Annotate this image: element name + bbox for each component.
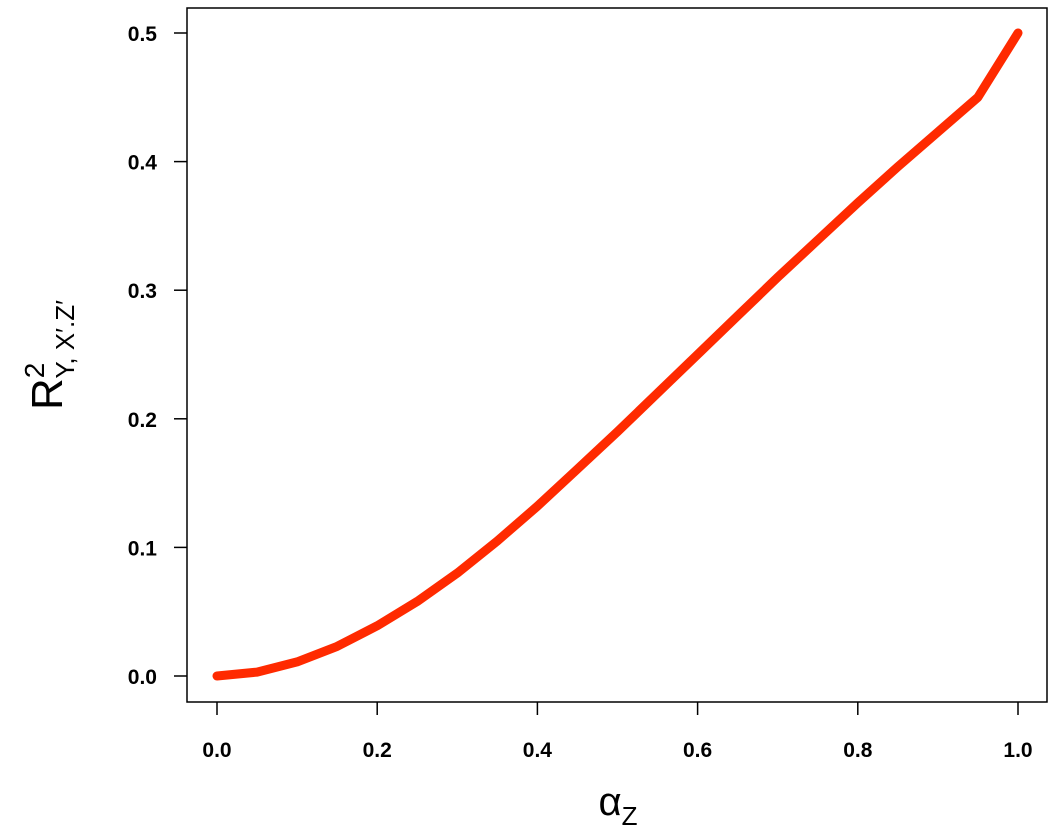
x-tick-label: 0.4 (523, 739, 553, 762)
y-tick-label: 0.2 (128, 409, 157, 432)
y-axis-title-superscript: 2 (19, 363, 50, 379)
y-tick-label: 0.0 (128, 666, 157, 689)
x-tick-label: 0.6 (683, 739, 712, 762)
y-tick-label: 0.3 (128, 280, 157, 303)
y-tick-label: 0.1 (128, 537, 158, 560)
x-tick-label: 1.0 (1003, 739, 1032, 762)
plot-frame (186, 7, 1048, 703)
y-axis-title-main: R (23, 378, 72, 410)
y-axis: 0.0 0.1 0.2 0.3 0.4 0.5 (128, 23, 187, 689)
y-tick-label: 0.5 (128, 23, 158, 46)
y-axis-title-subscript: Y, X′.Z′ (50, 300, 80, 379)
x-axis: 0.0 0.2 0.4 0.6 0.8 1.0 (202, 702, 1033, 762)
x-axis-title-main: α (598, 780, 621, 824)
series-line (212, 28, 1023, 681)
series-layer (212, 28, 1023, 681)
x-axis-title-subscript: Z (622, 801, 638, 831)
y-axis-title: R2Y, X′.Z′ (19, 300, 80, 410)
x-axis-title: αZ (598, 780, 637, 831)
y-tick-label: 0.4 (128, 152, 158, 175)
x-tick-label: 0.8 (843, 739, 873, 762)
x-tick-label: 0.2 (363, 739, 392, 762)
x-tick-label: 0.0 (202, 739, 231, 762)
